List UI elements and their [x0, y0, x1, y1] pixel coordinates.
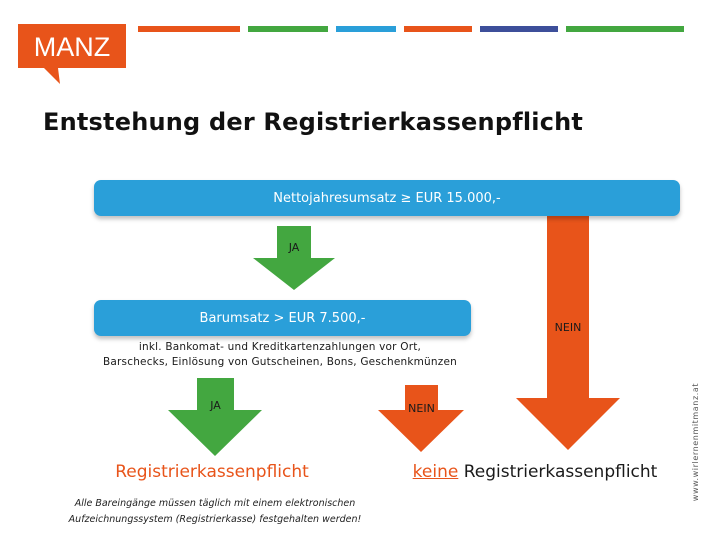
footnote-line-1: Alle Bareingänge müssen täglich mit eine…	[74, 498, 356, 509]
result-no-suffix: Registrierkassenpflicht	[458, 462, 658, 482]
nein-label-1: NEIN	[554, 321, 582, 334]
footnote-line-2: Aufzeichnungssystem (Registrierkasse) fe…	[68, 514, 362, 525]
logo-text: MANZ	[34, 32, 111, 62]
brand-bar-5	[480, 26, 558, 32]
brand-bar-6	[566, 26, 684, 32]
ja-arrow-1	[253, 226, 335, 290]
nein-arrow-2	[378, 385, 464, 452]
cash-threshold-text: Barumsatz > EUR 7.500,-	[199, 310, 366, 326]
result-no: keine Registrierkassenpflicht	[380, 462, 690, 482]
cash-note-line-1: inkl. Bankomat- und Kreditkartenzahlunge…	[138, 341, 422, 353]
nein-arrow-1	[516, 216, 620, 450]
ja-arrow-2	[168, 378, 262, 456]
cash-threshold-box: Barumsatz > EUR 7.500,-	[94, 300, 471, 336]
nein-label-2: NEIN	[408, 402, 435, 415]
manz-logo: MANZ	[18, 24, 126, 84]
revenue-threshold-text: Nettojahresumsatz ≥ EUR 15.000,-	[273, 190, 501, 206]
website-link[interactable]: www.wirlernenmitmanz.at	[691, 382, 700, 502]
cash-note: inkl. Bankomat- und Kreditkartenzahlunge…	[60, 340, 500, 370]
page-title: Entstehung der Registrierkassenpflicht	[43, 108, 584, 136]
ja-label-2: JA	[210, 399, 221, 412]
brand-bar-1	[138, 26, 240, 32]
brand-bar-4	[404, 26, 472, 32]
result-yes: Registrierkassenpflicht	[115, 462, 309, 482]
brand-bar-2	[248, 26, 328, 32]
revenue-threshold-box: Nettojahresumsatz ≥ EUR 15.000,-	[94, 180, 680, 216]
cash-note-line-2: Barschecks, Einlösung von Gutscheinen, B…	[103, 356, 457, 368]
result-no-prefix: keine	[412, 462, 459, 482]
footnote: Alle Bareingänge müssen täglich mit eine…	[50, 496, 380, 528]
ja-label-1: JA	[288, 241, 300, 254]
brand-bar-3	[336, 26, 396, 32]
